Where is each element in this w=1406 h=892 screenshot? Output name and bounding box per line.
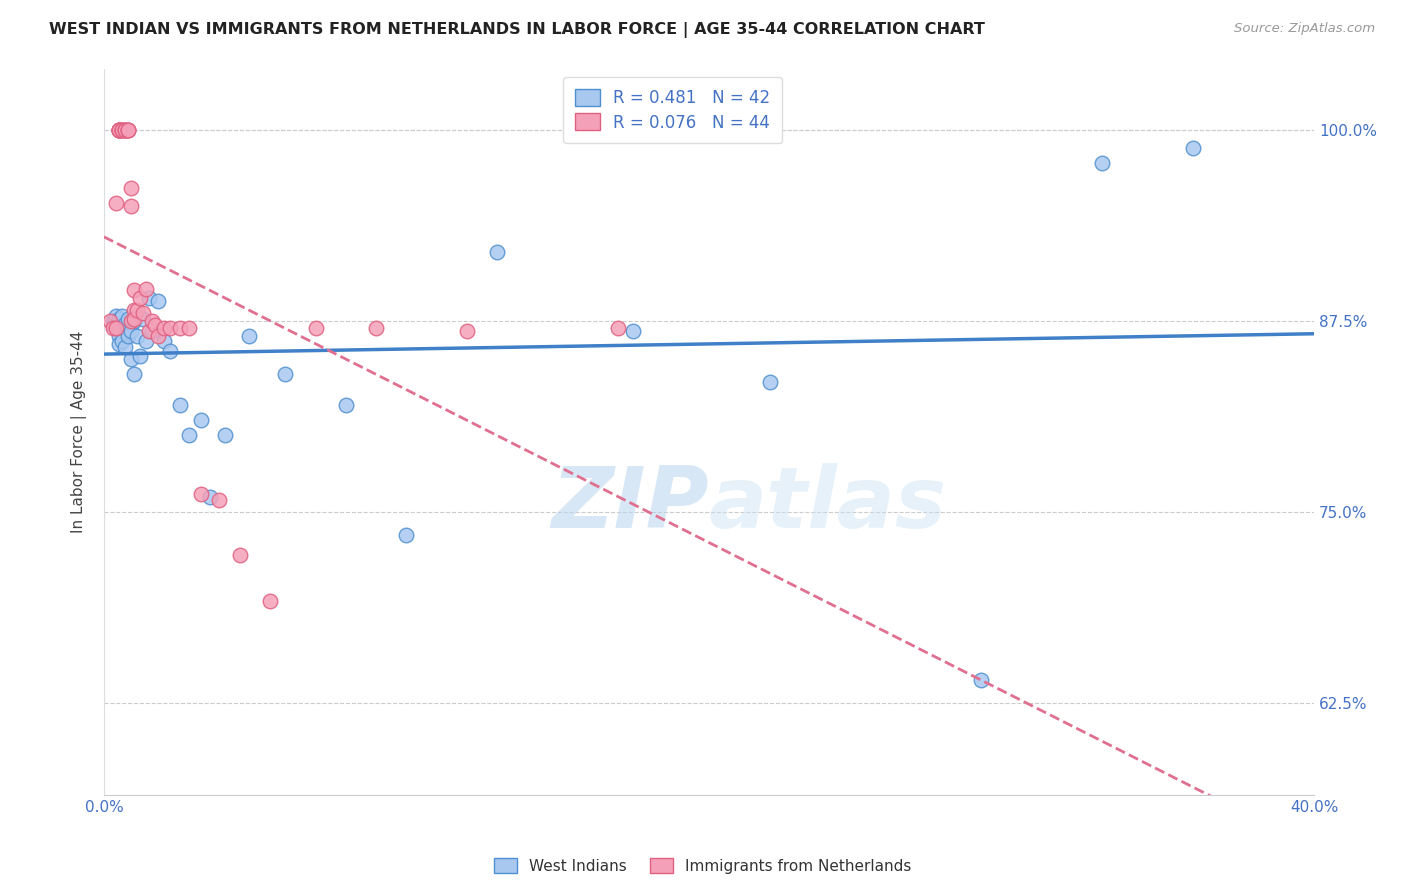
Point: [214, 428, 236, 442]
Point: [169, 321, 191, 335]
Point: [111, 309, 134, 323]
Point: [177, 321, 200, 335]
Point: [108, 321, 131, 335]
Point: [148, 329, 170, 343]
Point: [111, 122, 134, 136]
Point: [108, 122, 131, 136]
Point: [120, 199, 142, 213]
Legend: R = 0.481   N = 42, R = 0.076   N = 44: R = 0.481 N = 42, R = 0.076 N = 44: [564, 77, 782, 144]
Point: [108, 122, 131, 136]
Point: [127, 329, 149, 343]
Point: [108, 312, 131, 326]
Legend: West Indians, Immigrants from Netherlands: West Indians, Immigrants from Netherland…: [488, 852, 918, 880]
Point: [335, 398, 357, 412]
Point: [117, 122, 139, 136]
Point: [105, 321, 128, 335]
Point: [120, 181, 142, 195]
Point: [1182, 141, 1205, 155]
Point: [159, 321, 181, 335]
Point: [141, 314, 163, 328]
Point: [101, 321, 124, 335]
Point: [122, 314, 145, 328]
Point: [153, 334, 176, 348]
Point: [138, 291, 160, 305]
Point: [190, 413, 212, 427]
Point: [111, 334, 134, 348]
Point: [132, 312, 155, 326]
Point: [114, 122, 136, 136]
Point: [122, 312, 145, 326]
Point: [456, 325, 478, 339]
Point: [229, 548, 252, 562]
Point: [259, 593, 281, 607]
Point: [177, 428, 200, 442]
Point: [101, 314, 124, 328]
Point: [114, 340, 136, 354]
Text: WEST INDIAN VS IMMIGRANTS FROM NETHERLANDS IN LABOR FORCE | AGE 35-44 CORRELATIO: WEST INDIAN VS IMMIGRANTS FROM NETHERLAN…: [49, 22, 986, 38]
Point: [127, 303, 149, 318]
Point: [129, 349, 152, 363]
Point: [135, 334, 157, 348]
Point: [105, 321, 128, 335]
Point: [305, 321, 328, 335]
Point: [208, 492, 231, 507]
Point: [108, 122, 131, 136]
Point: [148, 293, 170, 308]
Point: [114, 317, 136, 331]
Point: [111, 122, 134, 136]
Point: [122, 368, 145, 382]
Point: [366, 321, 388, 335]
Point: [758, 375, 780, 389]
Point: [274, 368, 297, 382]
Point: [105, 309, 128, 323]
Point: [143, 318, 166, 333]
Point: [117, 122, 139, 136]
Point: [135, 282, 157, 296]
Point: [190, 486, 212, 500]
Y-axis label: In Labor Force | Age 35-44: In Labor Force | Age 35-44: [72, 330, 87, 533]
Point: [198, 490, 221, 504]
Point: [117, 312, 139, 326]
Point: [108, 122, 131, 136]
Point: [486, 244, 509, 259]
Point: [108, 329, 131, 343]
Point: [607, 321, 630, 335]
Point: [114, 122, 136, 136]
Point: [238, 329, 260, 343]
Point: [132, 306, 155, 320]
Text: ZIP: ZIP: [551, 463, 709, 546]
Point: [1091, 156, 1114, 170]
Point: [111, 122, 134, 136]
Point: [122, 283, 145, 297]
Point: [120, 325, 142, 339]
Point: [138, 325, 160, 339]
Point: [120, 314, 142, 328]
Point: [120, 351, 142, 366]
Point: [159, 344, 181, 359]
Point: [108, 122, 131, 136]
Point: [141, 325, 163, 339]
Point: [395, 528, 418, 542]
Point: [101, 318, 124, 333]
Text: Source: ZipAtlas.com: Source: ZipAtlas.com: [1234, 22, 1375, 36]
Point: [98, 314, 121, 328]
Point: [122, 303, 145, 318]
Point: [970, 673, 993, 687]
Text: atlas: atlas: [709, 463, 948, 546]
Point: [153, 321, 176, 335]
Point: [621, 325, 644, 339]
Point: [169, 398, 191, 412]
Point: [114, 122, 136, 136]
Point: [129, 291, 152, 305]
Point: [108, 336, 131, 351]
Point: [117, 122, 139, 136]
Point: [117, 329, 139, 343]
Point: [105, 196, 128, 211]
